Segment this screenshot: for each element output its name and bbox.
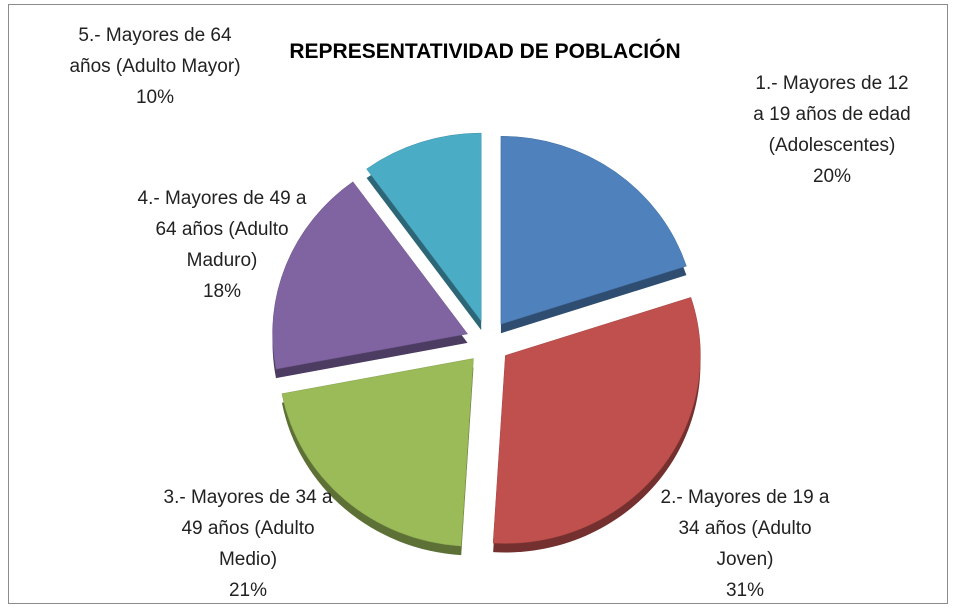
slice <box>492 297 701 544</box>
slice <box>500 135 687 325</box>
slice <box>281 358 474 547</box>
category-label: 3.- Mayores de 34 a 49 años (Adulto Medi… <box>163 487 333 570</box>
data-label: 5.- Mayores de 64 años (Adulto Mayor) 10% <box>60 20 250 113</box>
category-label: 2.- Mayores de 19 a 34 años (Adulto Jove… <box>660 487 830 570</box>
slice <box>272 181 468 370</box>
data-label: 1.- Mayores de 12 a 19 años de edad (Ado… <box>752 68 912 192</box>
value-label: 21% <box>228 580 268 601</box>
value-label: 10% <box>135 87 175 108</box>
value-label: 31% <box>725 580 765 601</box>
slice <box>366 132 482 322</box>
chart-title: REPRESENTATIVIDAD DE POBLACIÓN <box>289 40 681 63</box>
data-label: 2.- Mayores de 19 a 34 años (Adulto Jove… <box>660 482 830 606</box>
value-label: 20% <box>812 166 852 187</box>
category-label: 4.- Mayores de 49 a 64 años (Adulto Madu… <box>137 188 307 271</box>
data-label: 3.- Mayores de 34 a 49 años (Adulto Medi… <box>158 482 338 606</box>
data-label: 4.- Mayores de 49 a 64 años (Adulto Madu… <box>132 183 312 307</box>
category-label: 5.- Mayores de 64 años (Adulto Mayor) <box>69 25 241 77</box>
category-label: 1.- Mayores de 12 a 19 años de edad (Ado… <box>753 73 911 156</box>
chart-frame <box>8 4 948 604</box>
value-label: 18% <box>202 281 242 302</box>
